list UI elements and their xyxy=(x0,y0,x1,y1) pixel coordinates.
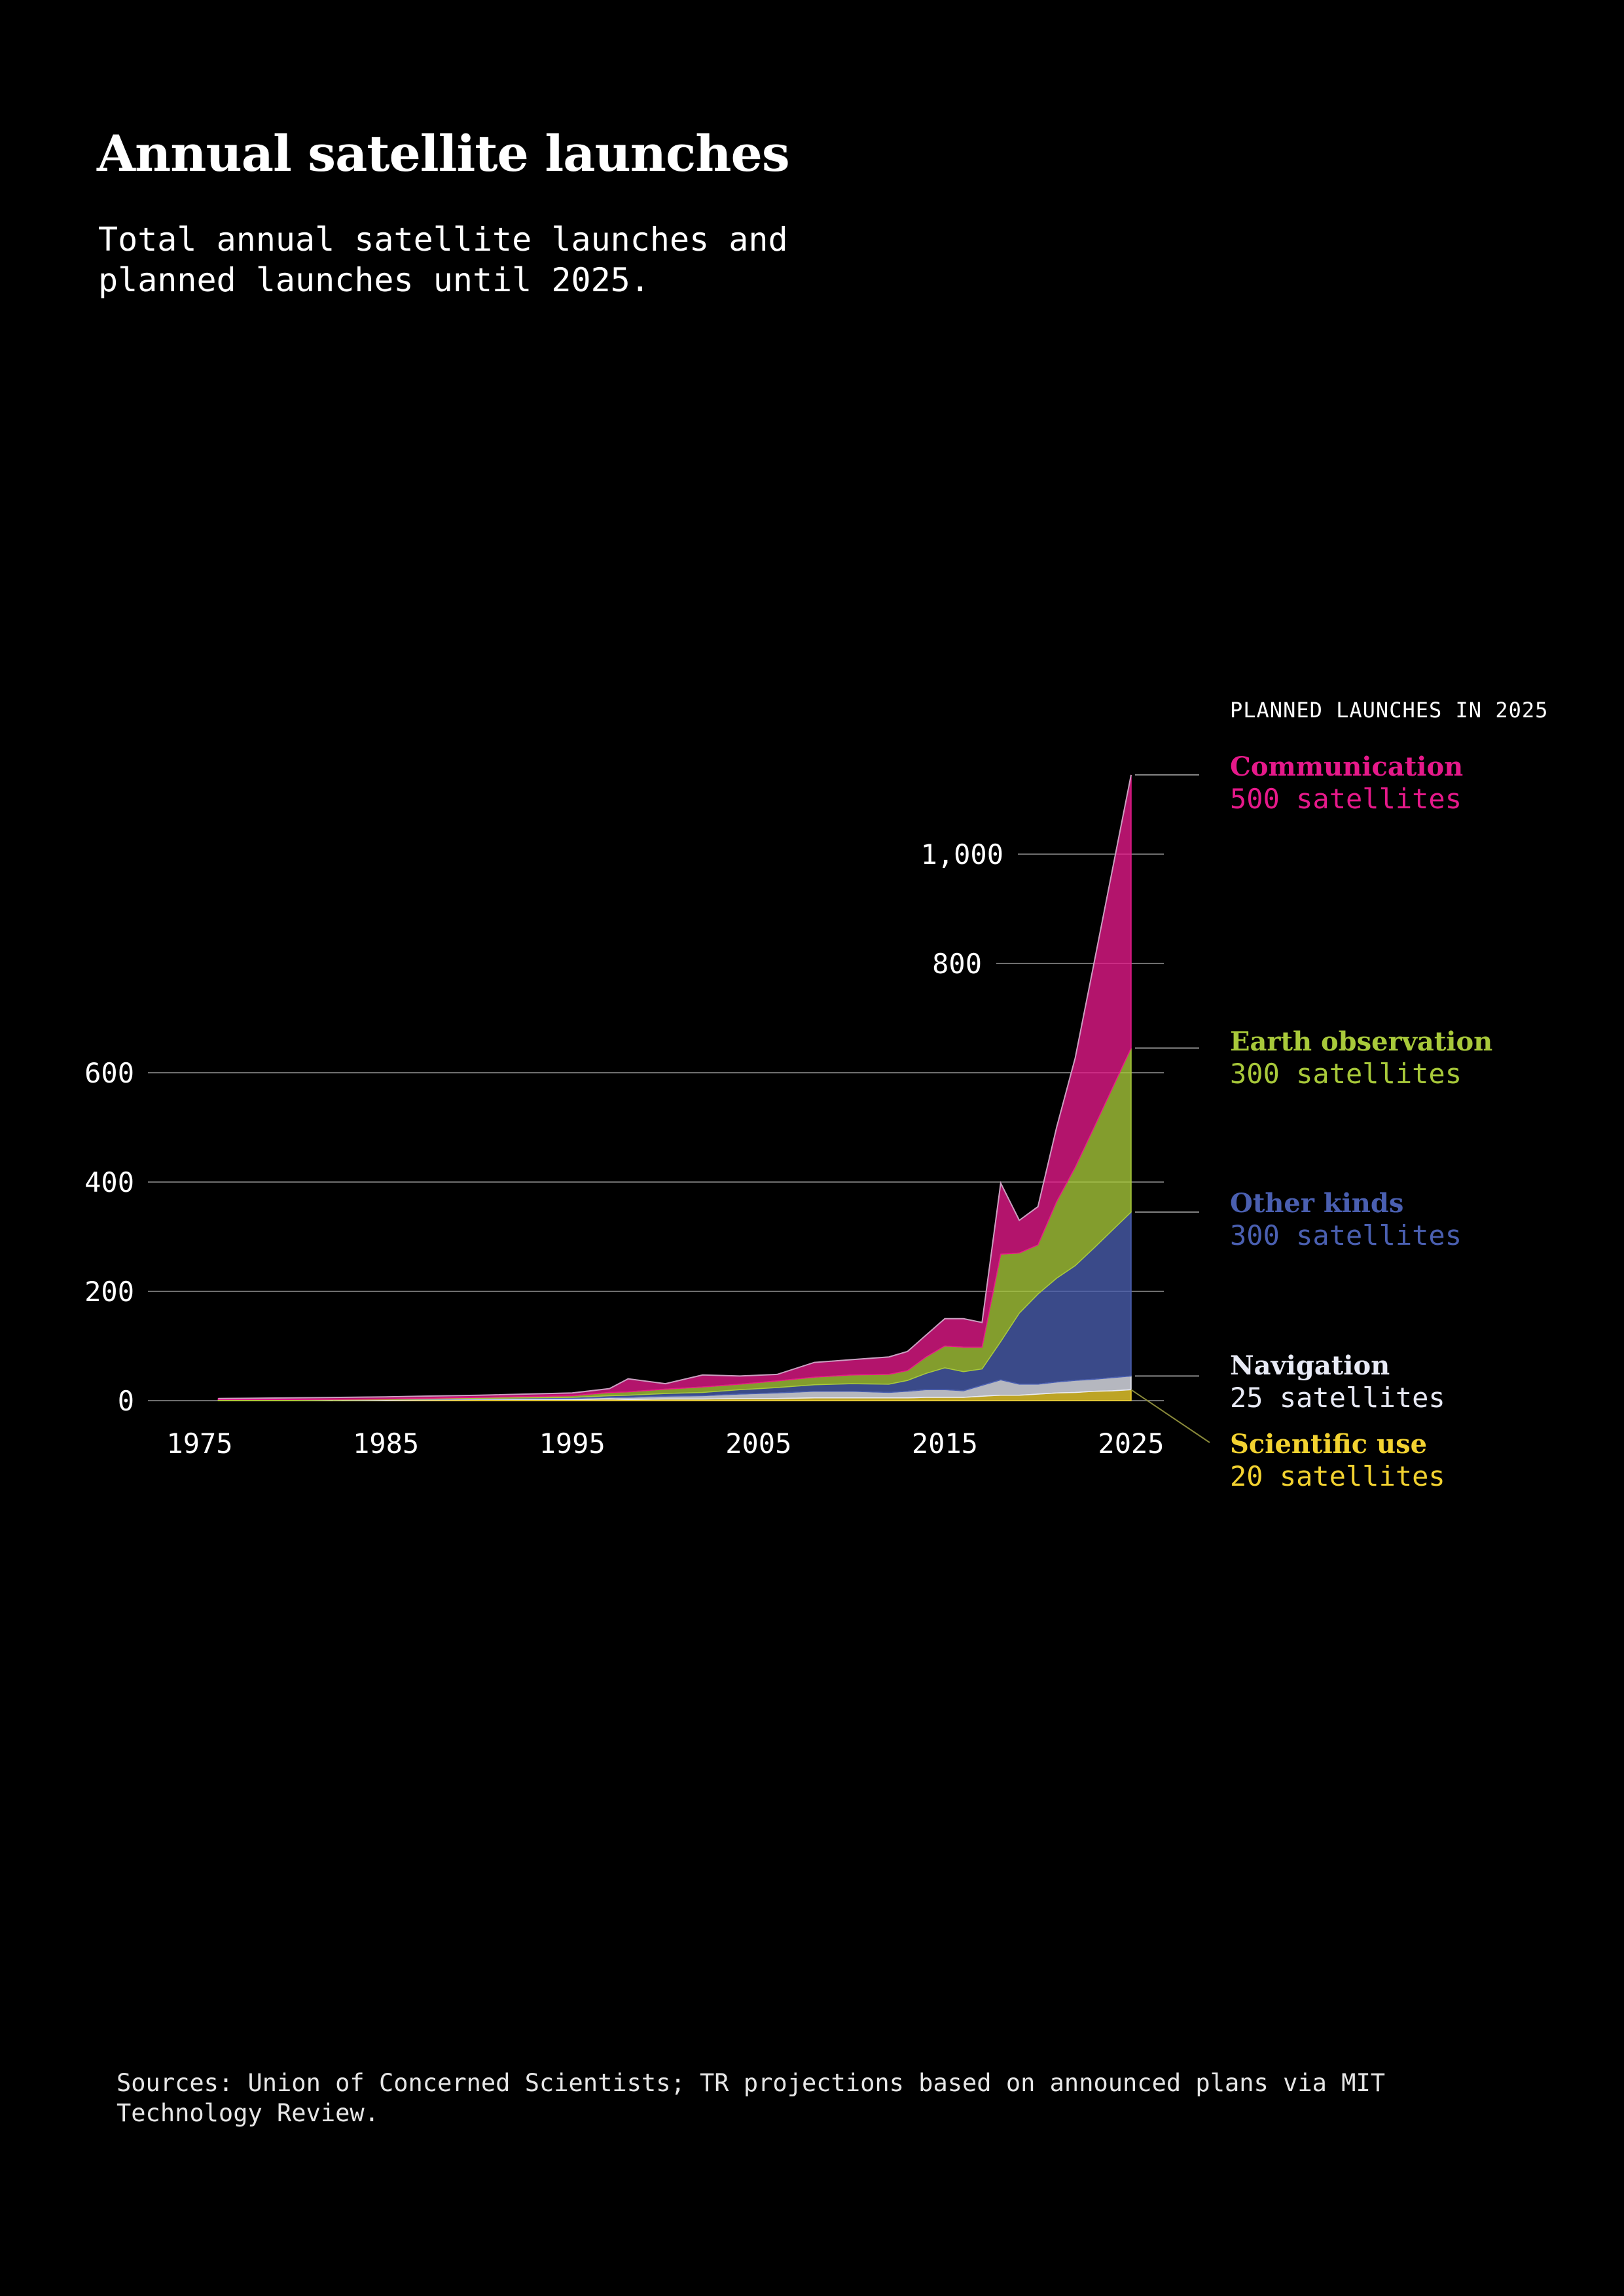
leader-scientific-use xyxy=(1130,1389,1210,1443)
y-tick-label: 200 xyxy=(84,1276,134,1308)
legend: PLANNED LAUNCHES IN 2025 Communication50… xyxy=(1130,698,1548,1492)
total-outline xyxy=(218,774,1132,1399)
area-earth-observation xyxy=(217,1048,1132,1401)
legend-header: PLANNED LAUNCHES IN 2025 xyxy=(1230,698,1548,723)
x-tick-label: 1975 xyxy=(166,1427,232,1460)
chart-subtitle: Total annual satellite launches and plan… xyxy=(98,221,788,299)
legend-name-scientific-use: Scientific use xyxy=(1230,1429,1427,1460)
x-tick-label: 2025 xyxy=(1098,1427,1164,1460)
legend-name-other-kinds: Other kinds xyxy=(1230,1188,1403,1219)
legend-name-navigation: Navigation xyxy=(1230,1350,1390,1381)
source-note: Sources: Union of Concerned Scientists; … xyxy=(117,2069,1386,2127)
y-tick-label: 600 xyxy=(84,1057,134,1089)
legend-count-other-kinds: 300 satellites xyxy=(1230,1219,1462,1251)
axis-labels: 0 200 400 600 800 1,000 1975 1985 1995 2005 2015 20… xyxy=(84,838,1164,1460)
area-series xyxy=(217,774,1132,1401)
y-tick-label: 0 xyxy=(118,1385,134,1417)
y-tick-label: 800 xyxy=(932,948,982,980)
legend-name-earth-observation: Earth observation xyxy=(1230,1026,1492,1057)
legend-count-communication: 500 satellites xyxy=(1230,783,1462,815)
x-tick-label: 1985 xyxy=(353,1427,419,1460)
legend-count-scientific-use: 20 satellites xyxy=(1230,1460,1445,1492)
y-tick-label: 400 xyxy=(84,1166,134,1198)
legend-name-communication: Communication xyxy=(1230,751,1463,782)
x-tick-label: 1995 xyxy=(539,1427,605,1460)
legend-count-navigation: 25 satellites xyxy=(1230,1382,1445,1414)
x-tick-label: 2005 xyxy=(725,1427,791,1460)
chart-title: Annual satellite launches xyxy=(97,124,790,183)
x-tick-label: 2015 xyxy=(912,1427,978,1460)
legend-count-earth-observation: 300 satellites xyxy=(1230,1058,1462,1090)
y-tick-label: 1,000 xyxy=(921,838,1003,870)
